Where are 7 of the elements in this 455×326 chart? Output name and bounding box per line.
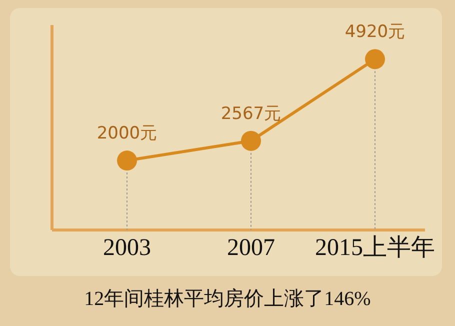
x-tick-label: 2003 [103, 235, 151, 262]
text: 12年间桂林平均房价上涨了146% [83, 287, 372, 312]
data-label: 2000元 [96, 124, 158, 144]
x-tick-label: 2015上半年 [315, 235, 435, 262]
data-label: 4920元 [344, 22, 406, 42]
data-label: 2567元 [220, 104, 282, 124]
x-tick-label: 2007 [227, 235, 275, 262]
